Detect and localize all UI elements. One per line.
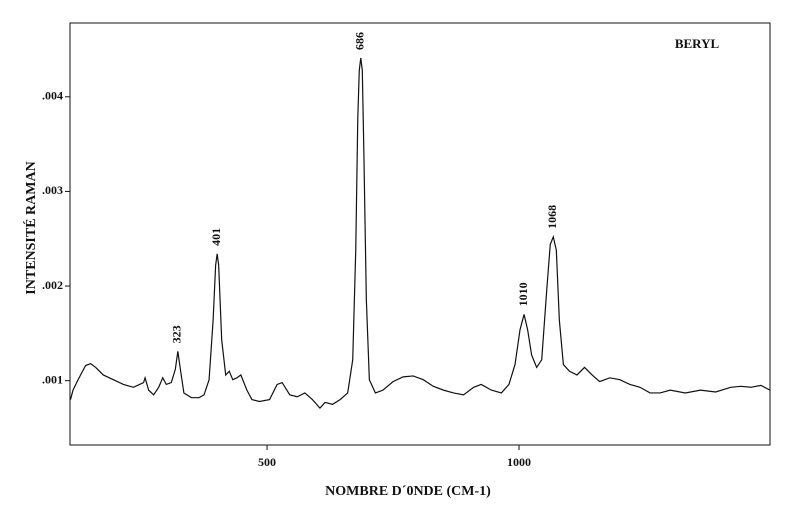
peak-label: 401 — [209, 228, 223, 246]
x-tick-label: 1000 — [507, 455, 531, 469]
y-tick-label: .004 — [42, 89, 63, 103]
y-tick-label: .002 — [42, 278, 63, 292]
x-axis-label: NOMBRE D´0NDE (CM-1) — [325, 484, 491, 499]
peak-label: 1010 — [516, 282, 530, 306]
peak-label: 686 — [353, 32, 367, 50]
plot-frame — [69, 22, 771, 446]
spectrum-line — [69, 57, 771, 410]
x-tick-label: 500 — [258, 455, 276, 469]
y-axis-label: INTENSITÉ RAMAN — [22, 161, 39, 294]
peak-label: 1068 — [545, 205, 559, 229]
chart-annotation: BERYL — [675, 36, 720, 51]
y-tick-label: .003 — [42, 183, 63, 197]
y-tick-label: .001 — [42, 372, 63, 386]
peak-label: 323 — [170, 325, 184, 343]
